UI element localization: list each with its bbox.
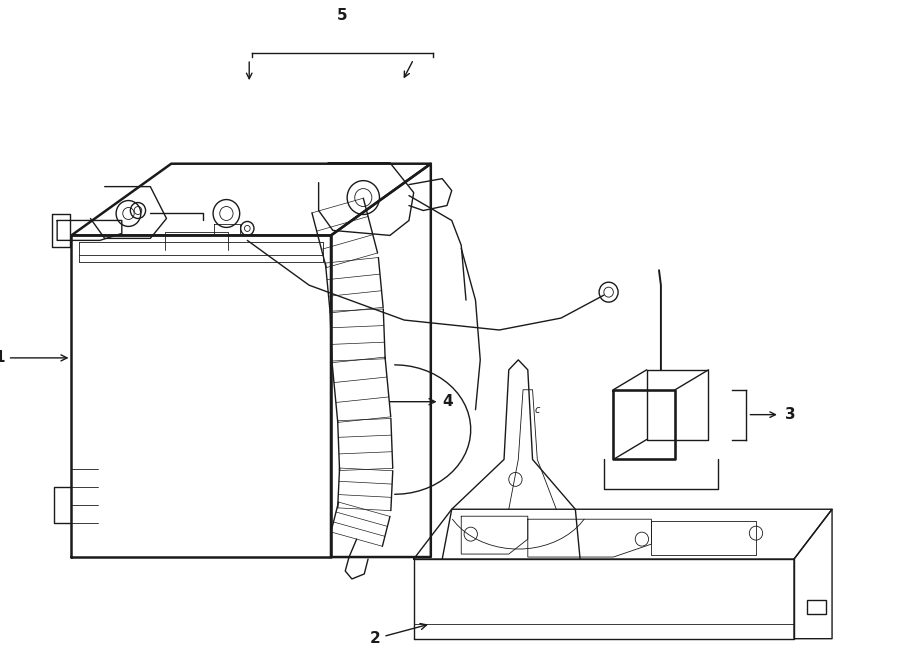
Bar xyxy=(807,600,826,614)
Text: c: c xyxy=(535,405,540,414)
Text: 5: 5 xyxy=(338,9,347,23)
Text: 1: 1 xyxy=(0,350,68,366)
Text: 2: 2 xyxy=(370,623,427,646)
Text: 3: 3 xyxy=(785,407,795,422)
Text: 4: 4 xyxy=(390,394,453,409)
